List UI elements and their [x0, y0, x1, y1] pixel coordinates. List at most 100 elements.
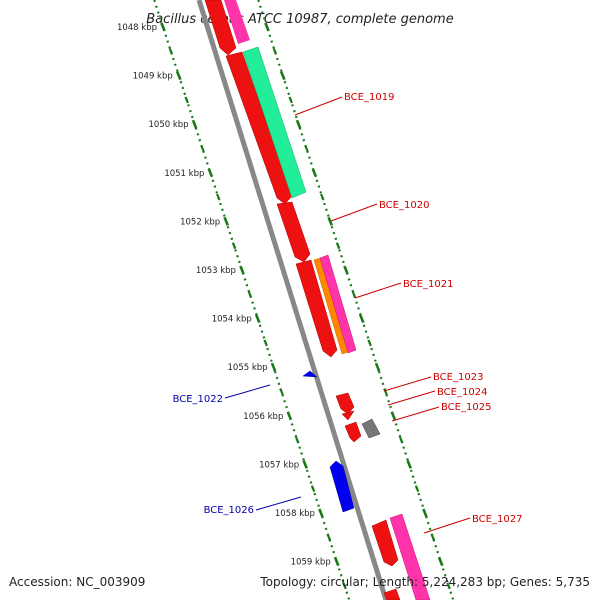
gene-label-bce-1024[interactable]: BCE_1024: [437, 387, 487, 398]
ruler-tick-inner-1051: [207, 168, 214, 178]
ruler-halftick-outer-1057: [414, 485, 420, 493]
ruler-tick-inner-1056: [286, 411, 293, 421]
tick-label-1049: 1049 kbp: [133, 72, 173, 82]
gene-block-bce-1025[interactable]: [344, 421, 362, 443]
ruler-halftick-outer-1049: [288, 96, 293, 104]
ruler-tick-inner-1048: [160, 22, 166, 32]
genome-backbone: [196, 0, 389, 600]
tick-label-1058: 1058 kbp: [275, 509, 315, 519]
tick-label-1052: 1052 kbp: [180, 217, 220, 227]
feature-strip-pink-top: [224, 0, 250, 44]
ruler-halftick-outer-1053: [351, 290, 357, 298]
ruler-tick-outer-1055: [374, 362, 381, 372]
tick-label-1056: 1056 kbp: [243, 412, 283, 422]
ruler-tick-inner-1052: [223, 216, 229, 226]
feature-strip-green: [242, 46, 307, 199]
gene-block-bottom[interactable]: [383, 588, 401, 600]
tick-label-1051: 1051 kbp: [164, 169, 204, 179]
ruler-tick-outer-1049: [279, 71, 286, 81]
ruler-halftick-inner-1050: [200, 145, 205, 152]
ruler-tick-outer-1052: [327, 216, 333, 226]
tick-label-1057: 1057 kbp: [259, 460, 299, 470]
leader-line-bce-1020: [330, 203, 378, 222]
ruler-halftick-outer-1058: [430, 533, 436, 541]
gene-label-bce-1021[interactable]: BCE_1021: [403, 279, 453, 290]
leader-line-bce-1021: [354, 282, 402, 299]
gene-label-bce-1020[interactable]: BCE_1020: [379, 200, 429, 211]
ruler-halftick-inner-1053: [247, 290, 253, 298]
feature-strip-pink-mid: [319, 254, 357, 354]
ruler-tick-outer-1048: [264, 22, 270, 32]
gene-features: [204, 0, 431, 600]
ruler-tick-outer-1059: [437, 557, 444, 567]
ruler-tick-inner-1053: [239, 265, 245, 275]
tick-label-1053: 1053 kbp: [196, 266, 236, 276]
gene-label-bce-1022[interactable]: BCE_1022: [173, 394, 223, 405]
ruler-tick-inner-1054: [254, 314, 261, 324]
leader-line-bce-1026: [255, 496, 302, 511]
map-title: Bacillus cereus ATCC 10987, complete gen…: [146, 12, 453, 27]
gene-block-bce-1018[interactable]: [204, 0, 237, 56]
leader-line-bce-1023: [383, 376, 432, 392]
gene-label-bce-1025[interactable]: BCE_1025: [441, 402, 491, 413]
gene-label-bce-1019[interactable]: BCE_1019: [344, 92, 394, 103]
ruler-tick-inner-1049: [175, 71, 182, 81]
leader-line-bce-1019: [294, 96, 343, 116]
ruler-halftick-inner-1051: [216, 193, 221, 201]
ruler-halftick-outer-1051: [320, 193, 325, 201]
ruler-tick-outer-1056: [390, 411, 397, 421]
ruler-tick-outer-1053: [343, 265, 349, 275]
ruler-tick-inner-1055: [270, 362, 277, 372]
gene-block-bce-1023[interactable]: [335, 392, 355, 415]
feature-strip-pink-bottom: [389, 513, 431, 600]
tick-label-1055: 1055 kbp: [228, 363, 268, 373]
ruler-halftick-inner-1059: [342, 582, 347, 590]
gene-block-bce-1019[interactable]: [225, 51, 293, 205]
ruler-tick-outer-1051: [311, 168, 318, 178]
gene-label-bce-1027[interactable]: BCE_1027: [472, 514, 522, 525]
ruler-tick-labels: 1048 kbp 1049 kbp 1050 kbp 1051 kbp 1052 kbp…: [117, 23, 331, 568]
ruler-halftick-inner-1058: [326, 533, 332, 541]
ruler-tracks: [153, 0, 455, 600]
ruler-tick-inner-1050: [191, 119, 198, 129]
ruler-halftick-inner-1049: [184, 96, 189, 104]
ruler-tick-inner-1057: [302, 459, 308, 469]
ruler-tick-inner-1058: [318, 508, 324, 518]
ruler-halftick-outer-1055: [383, 388, 388, 395]
ruler-halftick-inner-1056: [295, 436, 300, 444]
gene-labels: BCE_1019 BCE_1020 BCE_1021 BCE_1022 BCE_…: [173, 92, 522, 534]
ruler-tick-outer-1057: [406, 459, 412, 469]
ruler-tick-outer-1058: [422, 508, 428, 518]
gene-label-bce-1026[interactable]: BCE_1026: [204, 505, 254, 516]
ruler-tick-outer-1054: [358, 314, 365, 324]
tick-label-1059: 1059 kbp: [291, 558, 331, 568]
ruler-halftick-outer-1052: [335, 242, 341, 250]
ruler-halftick-inner-1054: [263, 339, 268, 347]
gene-block-bce-1026[interactable]: [329, 460, 355, 513]
ruler-halftick-outer-1056: [399, 436, 404, 444]
gene-label-bce-1023[interactable]: BCE_1023: [433, 372, 483, 383]
gene-block-bce-1027[interactable]: [371, 519, 399, 567]
ruler-tick-inner-1059: [333, 557, 340, 567]
ruler-halftick-outer-1059: [446, 582, 451, 590]
leader-line-bce-1024: [387, 390, 436, 406]
accession-text: Accession: NC_003909: [9, 575, 145, 589]
gene-block-bce-1020[interactable]: [276, 201, 311, 263]
gene-block-bce-1021[interactable]: [295, 259, 338, 358]
tick-label-1048: 1048 kbp: [117, 23, 157, 33]
ruler-halftick-inner-1052: [231, 242, 237, 250]
ruler-halftick-inner-1055: [279, 388, 284, 395]
gene-block-bce-1024[interactable]: [341, 410, 355, 421]
tick-label-1054: 1054 kbp: [212, 315, 252, 325]
ruler-halftick-inner-1048: [168, 47, 174, 55]
leader-line-bce-1027: [423, 517, 471, 534]
leader-line-bce-1025: [391, 406, 440, 422]
ruler-halftick-outer-1054: [367, 339, 372, 347]
tick-label-1050: 1050 kbp: [149, 120, 189, 130]
ruler-tick-outer-1050: [295, 119, 302, 129]
feature-block-grey: [361, 418, 381, 439]
ruler-halftick-outer-1048: [272, 47, 278, 55]
ruler-halftick-outer-1050: [304, 145, 309, 152]
gene-block-bce-1022[interactable]: [302, 370, 318, 378]
